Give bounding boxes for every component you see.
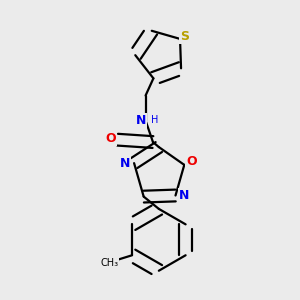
Text: H: H — [151, 115, 158, 125]
Text: N: N — [136, 114, 146, 127]
Text: O: O — [106, 132, 116, 145]
Text: S: S — [180, 30, 189, 43]
Text: CH₃: CH₃ — [100, 258, 119, 268]
Text: N: N — [179, 189, 190, 202]
Text: O: O — [186, 155, 197, 168]
Text: N: N — [120, 157, 130, 169]
